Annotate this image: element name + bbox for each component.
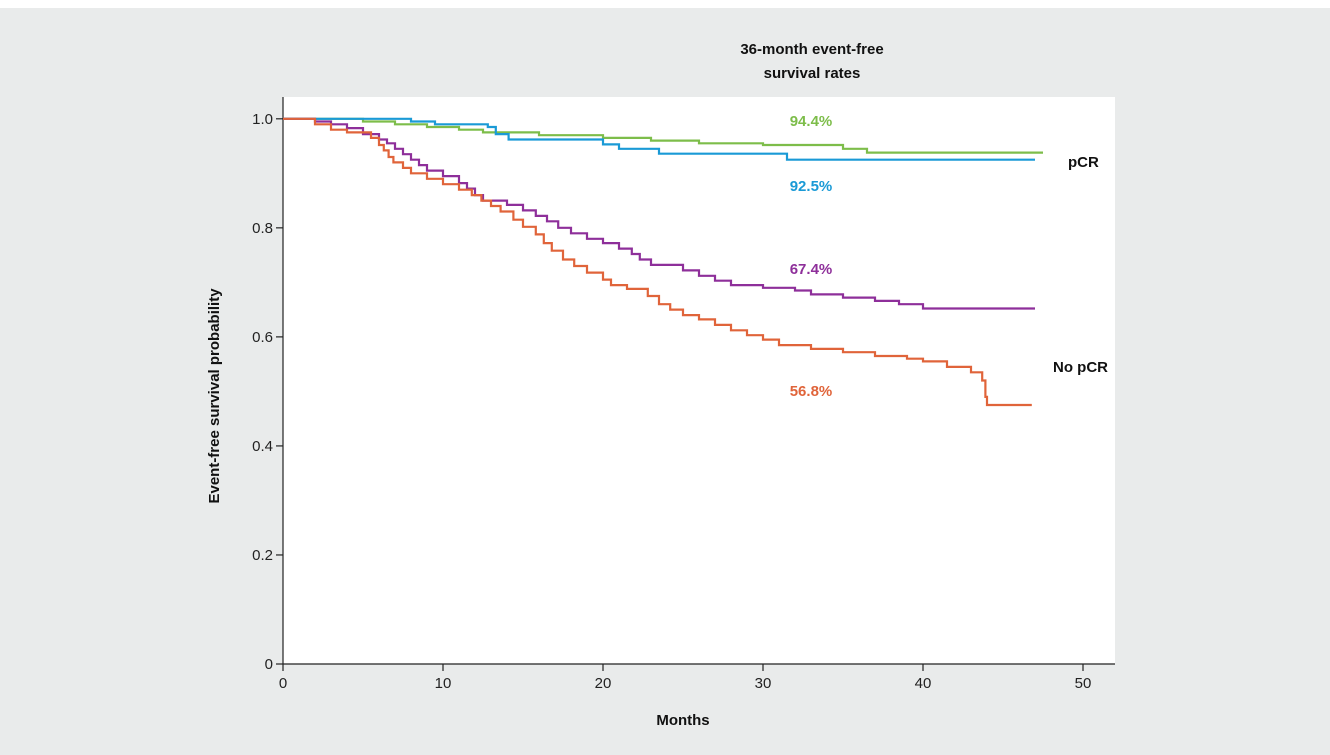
plot-area bbox=[283, 97, 1115, 664]
survival-curve-0 bbox=[283, 117, 1043, 154]
x-tick-label: 20 bbox=[595, 675, 612, 692]
survival-chart: 0 0.2 0.4 0.6 0.8 1.0 0 10 20 30 40 50 36-month eve… bbox=[206, 41, 1115, 729]
rate-label-purple: 67.4% bbox=[790, 261, 833, 278]
y-tick-label: 1.0 bbox=[252, 111, 273, 128]
x-tick-label: 0 bbox=[279, 675, 287, 692]
survival-curve-3 bbox=[283, 117, 1032, 407]
survival-curve-1 bbox=[283, 117, 1035, 161]
x-tick-label: 40 bbox=[915, 675, 932, 692]
survival-curve-2 bbox=[283, 117, 1035, 310]
rate-label-green: 94.4% bbox=[790, 113, 833, 130]
y-axis-title: Event-free survival probability bbox=[206, 288, 223, 504]
x-tick-label: 30 bbox=[755, 675, 772, 692]
rate-label-blue: 92.5% bbox=[790, 178, 833, 195]
y-tick-label: 0 bbox=[265, 656, 273, 673]
y-tick-label: 0.8 bbox=[252, 220, 273, 237]
group-label-pcr: pCR bbox=[1068, 154, 1099, 171]
figure-panel: 0 0.2 0.4 0.6 0.8 1.0 0 10 20 30 40 50 36-month eve… bbox=[0, 8, 1330, 755]
x-tick-label: 50 bbox=[1075, 675, 1092, 692]
y-tick-label: 0.6 bbox=[252, 329, 273, 346]
y-tick-label: 0.2 bbox=[252, 547, 273, 564]
group-label-no-pcr: No pCR bbox=[1053, 359, 1108, 376]
x-axis-title: Months bbox=[656, 712, 709, 729]
y-tick-label: 0.4 bbox=[252, 438, 273, 455]
rate-label-orange: 56.8% bbox=[790, 383, 833, 400]
x-tick-label: 10 bbox=[435, 675, 452, 692]
header-line-1: 36-month event-free bbox=[740, 41, 883, 58]
header-line-2: survival rates bbox=[764, 65, 861, 82]
